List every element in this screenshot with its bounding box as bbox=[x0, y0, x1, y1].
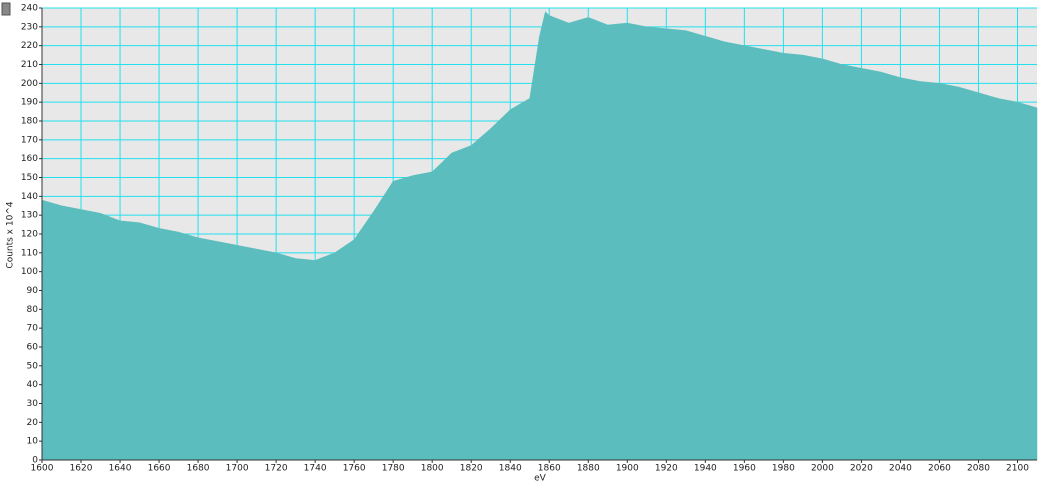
x-tick-label: 2080 bbox=[967, 464, 990, 474]
y-tick-label: 160 bbox=[21, 154, 38, 164]
x-tick-label: 1600 bbox=[31, 464, 54, 474]
x-tick-label: 1620 bbox=[70, 464, 93, 474]
x-tick-label: 1760 bbox=[343, 464, 366, 474]
y-tick-label: 0 bbox=[32, 456, 38, 466]
x-tick-label: 1740 bbox=[304, 464, 327, 474]
y-axis-label: Counts x 10^4 bbox=[6, 201, 16, 268]
y-tick-label: 80 bbox=[27, 305, 39, 315]
y-tick-label: 120 bbox=[21, 230, 38, 240]
y-tick-label: 20 bbox=[27, 418, 39, 428]
x-tick-label: 1880 bbox=[577, 464, 600, 474]
legend-icon bbox=[1, 2, 11, 16]
x-tick-label: 1660 bbox=[148, 464, 171, 474]
y-tick-label: 140 bbox=[21, 192, 38, 202]
x-tick-label: 1940 bbox=[694, 464, 717, 474]
x-tick-label: 2060 bbox=[928, 464, 951, 474]
area bbox=[41, 11, 1038, 461]
x-tick-label: 1920 bbox=[655, 464, 678, 474]
y-tick-label: 190 bbox=[21, 98, 38, 108]
y-tick-label: 230 bbox=[21, 22, 38, 32]
y-tick-label: 220 bbox=[21, 41, 38, 51]
y-tick-label: 180 bbox=[21, 117, 38, 127]
x-tick-label: 2100 bbox=[1006, 464, 1029, 474]
x-tick-label: 1720 bbox=[265, 464, 288, 474]
y-tick-label: 200 bbox=[21, 79, 38, 89]
x-tick-label: 1780 bbox=[382, 464, 405, 474]
x-tick-label: 1800 bbox=[421, 464, 444, 474]
y-tick-label: 150 bbox=[21, 173, 38, 183]
x-tick-label: 1820 bbox=[460, 464, 483, 474]
x-tick-label: 1980 bbox=[772, 464, 795, 474]
y-tick-label: 170 bbox=[21, 135, 38, 145]
y-tick-label: 30 bbox=[27, 399, 39, 409]
y-tick-label: 100 bbox=[21, 267, 38, 277]
y-tick-label: 70 bbox=[27, 324, 39, 334]
y-tick-label: 10 bbox=[27, 437, 39, 447]
x-tick-label: 1840 bbox=[499, 464, 522, 474]
y-tick-label: 90 bbox=[27, 286, 39, 296]
x-tick-label: 1960 bbox=[733, 464, 756, 474]
x-tick-label: 1700 bbox=[226, 464, 249, 474]
x-tick-label: 2020 bbox=[850, 464, 873, 474]
x-tick-label: 1640 bbox=[109, 464, 132, 474]
x-axis-label: eV bbox=[534, 474, 547, 484]
x-tick-label: 1860 bbox=[538, 464, 561, 474]
x-tick-label: 1900 bbox=[616, 464, 639, 474]
y-tick-label: 130 bbox=[21, 211, 38, 221]
y-tick-label: 60 bbox=[27, 343, 39, 353]
y-tick-label: 50 bbox=[27, 361, 39, 371]
x-tick-label: 2000 bbox=[811, 464, 834, 474]
y-tick-label: 40 bbox=[27, 380, 39, 390]
y-tick-label: 210 bbox=[21, 60, 38, 70]
x-tick-label: 2040 bbox=[889, 464, 912, 474]
x-tick-label: 1680 bbox=[187, 464, 210, 474]
y-tick-label: 110 bbox=[21, 248, 38, 258]
y-tick-label: 240 bbox=[21, 4, 38, 14]
